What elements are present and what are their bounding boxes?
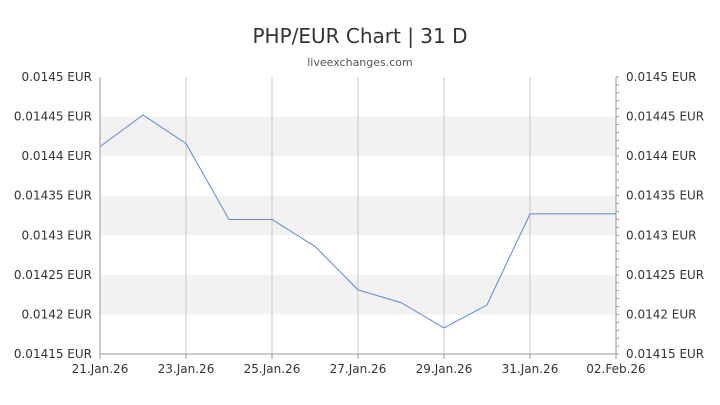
vertical-gridlines xyxy=(99,77,617,359)
chart-subtitle: liveexchanges.com xyxy=(307,56,413,69)
y-tick-label-right: 0.01415 EUR xyxy=(626,347,704,361)
series-line xyxy=(99,114,616,329)
y-tick-label-right: 0.0145 EUR xyxy=(626,70,697,84)
x-axis-labels: 21.Jan.26 23.Jan.26 25.Jan.26 27.Jan.26 29.J… xyxy=(72,362,646,376)
x-tick-label: 02.Feb.26 xyxy=(586,362,645,376)
series-layer xyxy=(99,114,616,329)
y-axis-left-labels: 0.0145 EUR 0.01445 EUR 0.0144 EUR 0.01435 E… xyxy=(14,70,92,361)
x-tick-label: 29.Jan.26 xyxy=(416,362,473,376)
y-tick-label-left: 0.0145 EUR xyxy=(21,70,92,84)
y-tick-label-left: 0.01435 EUR xyxy=(14,189,92,203)
y-tick-label-left: 0.01425 EUR xyxy=(14,268,92,282)
y-tick-label-right: 0.0144 EUR xyxy=(626,149,697,163)
x-tick-label: 25.Jan.26 xyxy=(244,362,301,376)
x-tick-label: 21.Jan.26 xyxy=(72,362,129,376)
y-tick-label-left: 0.01445 EUR xyxy=(14,110,92,124)
y-tick-label-left: 0.0144 EUR xyxy=(21,149,92,163)
y-tick-label-right: 0.0143 EUR xyxy=(626,228,697,242)
x-tick-label: 31.Jan.26 xyxy=(502,362,559,376)
x-tick-label: 23.Jan.26 xyxy=(158,362,215,376)
y-tick-label-right: 0.01445 EUR xyxy=(626,110,704,124)
y-axis-right-labels: 0.0145 EUR 0.01445 EUR 0.0144 EUR 0.01435 E… xyxy=(626,70,704,361)
y-tick-label-left: 0.0142 EUR xyxy=(21,307,92,321)
y-tick-label-right: 0.01435 EUR xyxy=(626,189,704,203)
x-tick-label: 27.Jan.26 xyxy=(330,362,387,376)
y-tick-label-right: 0.01425 EUR xyxy=(626,268,704,282)
y-tick-label-left: 0.0143 EUR xyxy=(21,228,92,242)
chart-title: PHP/EUR Chart | 31 D xyxy=(252,24,468,48)
y-tick-label-right: 0.0142 EUR xyxy=(626,307,697,321)
y-tick-label-left: 0.01415 EUR xyxy=(14,347,92,361)
chart-axes xyxy=(99,76,619,355)
